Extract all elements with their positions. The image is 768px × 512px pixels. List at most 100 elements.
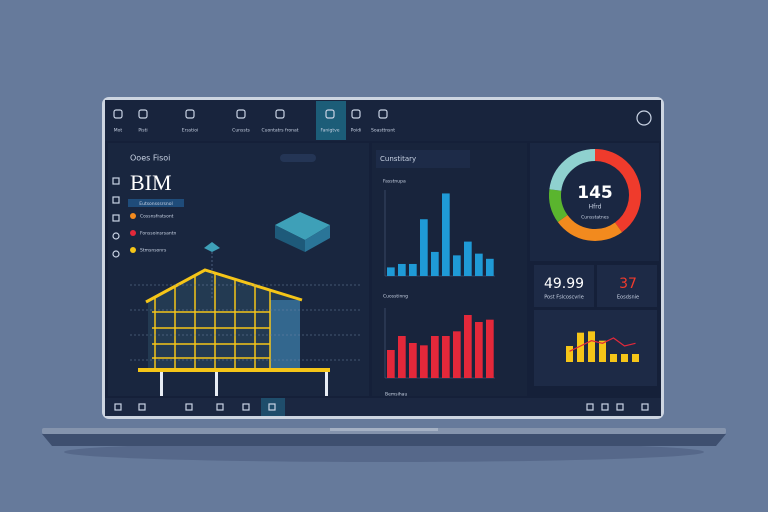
tool-label: Mot	[114, 128, 123, 134]
bar	[398, 336, 406, 378]
side-icons	[112, 177, 120, 258]
side-icon[interactable]	[112, 250, 120, 258]
bar	[409, 263, 417, 276]
legend-label: Fonssoinsrsantn	[140, 231, 176, 237]
tag: Eutsonsssrsnol	[139, 201, 173, 207]
tool-label: Cuontatrs fronat	[262, 128, 299, 134]
bar	[387, 350, 395, 378]
facade-grid	[152, 273, 271, 370]
side-icon[interactable]	[112, 177, 120, 185]
side-icon[interactable]	[112, 214, 120, 222]
tool-icon[interactable]	[275, 109, 285, 119]
tag-box	[128, 199, 184, 207]
bar	[464, 241, 472, 276]
laptop-base	[42, 434, 726, 446]
bar	[398, 263, 406, 276]
mini-bar	[599, 340, 606, 362]
donut-label: Hfrd	[589, 204, 602, 211]
tool-label: Pisti	[138, 128, 147, 134]
tool-label: Fanigtve	[320, 128, 339, 134]
bar	[431, 251, 439, 276]
panel-title: Ooes Fisoi	[130, 154, 170, 163]
tool-icon[interactable]	[325, 109, 335, 119]
bar	[486, 258, 494, 276]
stat-label: Post Fslcoscvrie	[544, 295, 584, 301]
bar	[420, 219, 428, 276]
donut-segment	[549, 189, 568, 223]
marker	[204, 242, 220, 252]
stat-card	[534, 265, 594, 307]
bar	[475, 322, 483, 378]
mini-line	[569, 337, 636, 352]
donut-segment	[594, 149, 641, 233]
mini-bar	[621, 354, 628, 362]
toolbar-active	[316, 101, 346, 140]
donut-sublabel: Cunsstatnes	[581, 215, 609, 221]
side-icon[interactable]	[112, 196, 120, 204]
mini-bar	[610, 354, 617, 362]
footer-label: Bemsihau	[385, 392, 407, 398]
tool-label: Soasttnsnt	[371, 128, 395, 134]
column	[325, 372, 328, 396]
mini-bar	[566, 346, 573, 362]
legend-label: Stmsnsonrs	[140, 248, 167, 254]
bottom-icon[interactable]	[601, 403, 609, 411]
notch	[330, 428, 438, 431]
settings-icon[interactable]	[636, 110, 652, 126]
legend-dot	[130, 230, 136, 236]
bar	[464, 315, 472, 378]
bar	[486, 319, 494, 378]
tool-icon[interactable]	[138, 109, 148, 119]
view-toggle[interactable]	[280, 154, 316, 162]
column	[160, 372, 163, 396]
stat-card	[597, 265, 657, 307]
bottom-icon[interactable]	[216, 403, 224, 411]
bar	[453, 255, 461, 276]
donut-segment	[549, 149, 596, 192]
bottom-icon[interactable]	[114, 403, 122, 411]
chart-label: Cuosstinng	[383, 294, 408, 300]
shadow	[64, 442, 704, 462]
bottom-active	[261, 398, 285, 416]
bottom-icon[interactable]	[138, 403, 146, 411]
building-model	[130, 212, 360, 396]
tool-icon[interactable]	[113, 109, 123, 119]
tool-icon[interactable]	[236, 109, 246, 119]
bar	[442, 336, 450, 378]
legend-dot	[130, 247, 136, 253]
tool-label: Ersstioi	[182, 128, 198, 134]
building-side	[270, 300, 300, 368]
bottom-icon[interactable]	[268, 403, 276, 411]
bottom-icon[interactable]	[185, 403, 193, 411]
bar	[442, 193, 450, 276]
tool-icon[interactable]	[351, 109, 361, 119]
heading: BIM	[130, 170, 172, 195]
bar	[475, 253, 483, 276]
panel-title: Cunstitary	[380, 155, 416, 163]
mini-bar	[632, 354, 639, 362]
donut-segment	[557, 214, 623, 241]
detail-side	[275, 225, 305, 252]
title-box	[376, 150, 470, 168]
mini-bar	[577, 332, 584, 362]
bottom-icon[interactable]	[586, 403, 594, 411]
toolbar	[105, 100, 661, 141]
bar	[420, 345, 428, 378]
tool-label: Poidi	[351, 128, 362, 134]
column	[215, 372, 218, 396]
bar	[453, 331, 461, 378]
slab	[138, 368, 330, 372]
bottom-icon[interactable]	[242, 403, 250, 411]
chart-label: Fasstnupa	[383, 179, 406, 185]
legend-label: Cossnsfratsont	[140, 214, 174, 220]
stat-value: 49.99	[544, 276, 584, 292]
guides	[130, 252, 360, 361]
bar	[387, 267, 395, 276]
tool-icon[interactable]	[185, 109, 195, 119]
bottom-icon[interactable]	[641, 403, 649, 411]
bottom-icon[interactable]	[616, 403, 624, 411]
tool-icon[interactable]	[378, 109, 388, 119]
side-icon[interactable]	[112, 232, 120, 240]
